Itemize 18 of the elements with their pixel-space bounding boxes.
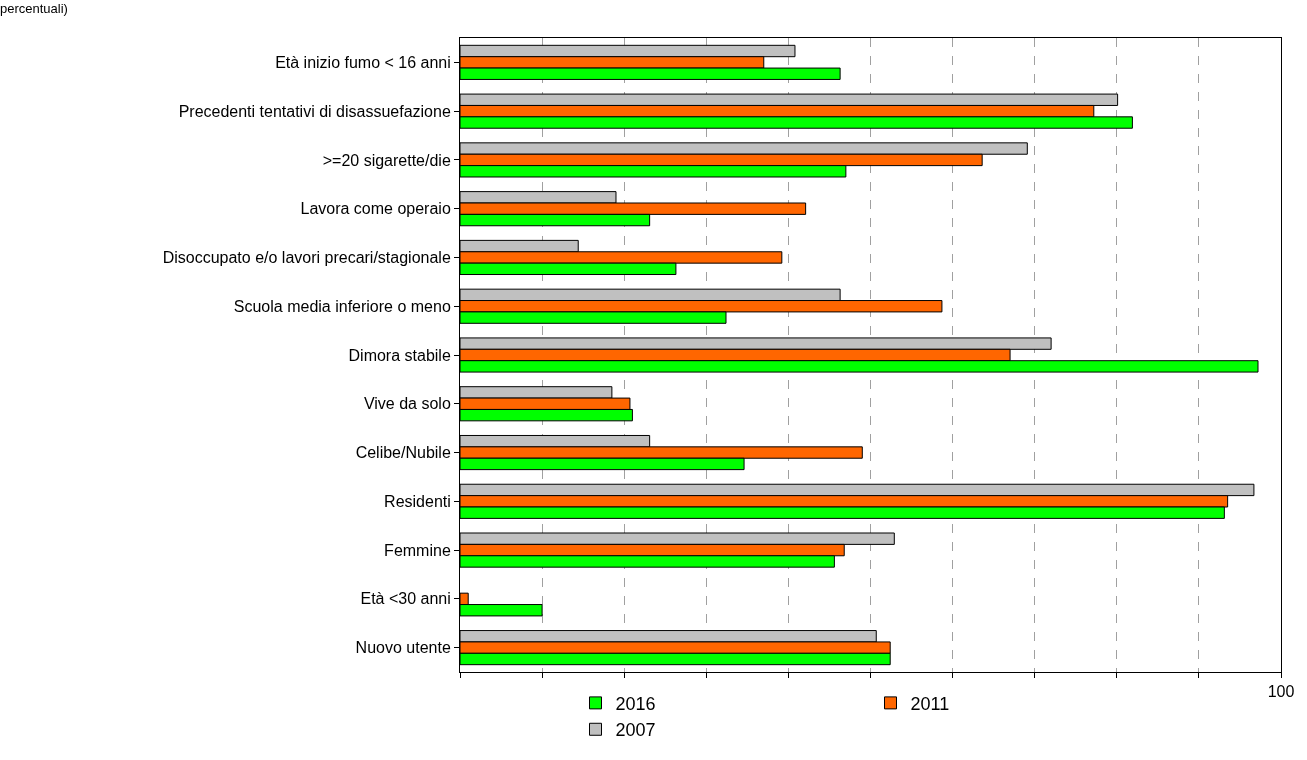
y-tick-label: Scuola media inferiore o meno bbox=[233, 297, 451, 315]
y-tick-label: Dimora stabile bbox=[348, 346, 451, 364]
y-tick-label: Residenti bbox=[384, 492, 451, 510]
legend-label: 2007 bbox=[615, 720, 656, 741]
y-tick-label: Nuovo utente bbox=[355, 639, 451, 657]
y-tick-label: Età inizio fumo < 16 anni bbox=[275, 53, 451, 71]
y-tick-label: Disoccupato e/o lavori precari/stagionale bbox=[162, 249, 451, 267]
y-tick-label: Lavora come operaio bbox=[300, 200, 451, 218]
y-tick-label: Femmine bbox=[384, 541, 451, 559]
y-tick-label: >=20 sigarette/die bbox=[322, 151, 451, 169]
y-tick-label: Precedenti tentativi di disassuefazione bbox=[178, 102, 451, 120]
y-tick-label: Celibe/Nubile bbox=[355, 444, 451, 462]
text: percentuali) bbox=[0, 0, 68, 16]
legend-label: 2016 bbox=[615, 693, 656, 714]
legend-label: 2011 bbox=[910, 693, 950, 714]
y-tick-label: Età <30 anni bbox=[360, 590, 451, 608]
x-tick-label: 100 bbox=[1267, 683, 1295, 701]
y-tick-label: Vive da solo bbox=[363, 395, 451, 413]
